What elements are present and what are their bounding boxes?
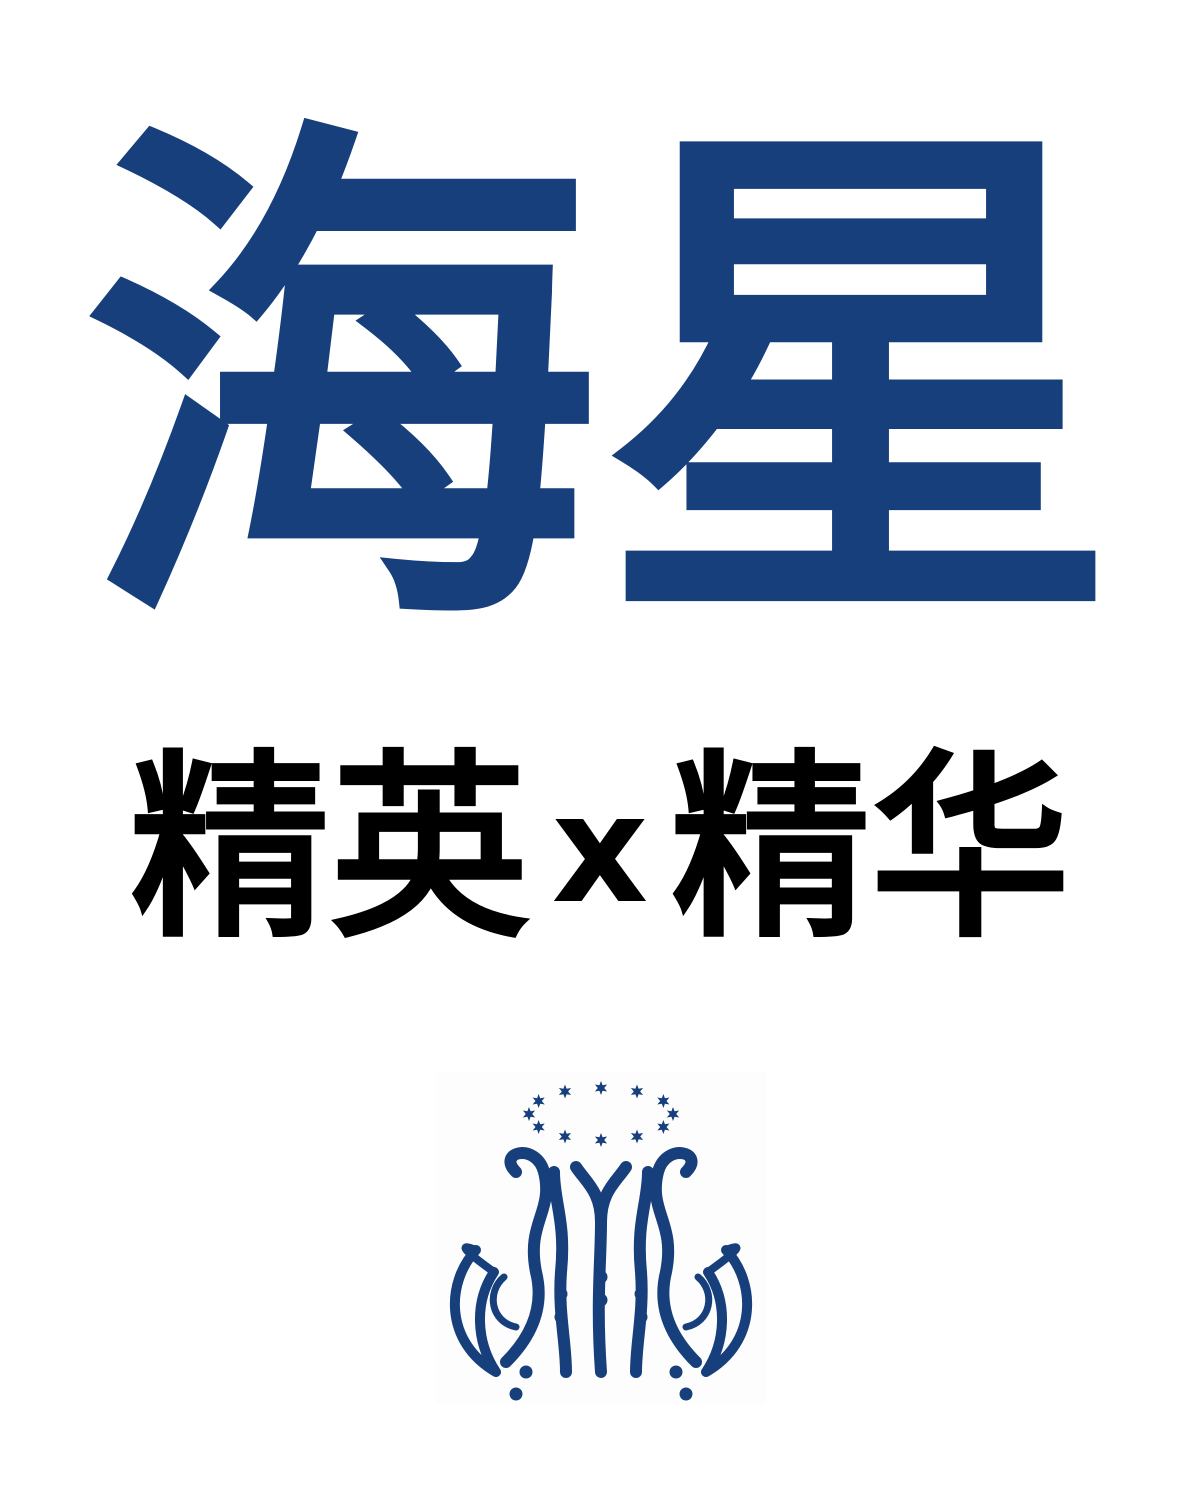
star-icon xyxy=(558,1129,572,1144)
bead-dot xyxy=(509,1387,523,1401)
bead-dot xyxy=(554,1287,568,1301)
bead-dot xyxy=(594,1270,608,1284)
monogram-beads xyxy=(509,1270,693,1401)
star-halo xyxy=(522,1081,680,1147)
bead-dot xyxy=(669,1365,683,1379)
star-icon xyxy=(630,1084,644,1099)
poster-title: 海星 xyxy=(80,82,1120,688)
star-icon xyxy=(657,1094,670,1108)
star-icon xyxy=(558,1084,572,1099)
logo xyxy=(436,1072,766,1404)
star-icon xyxy=(666,1107,680,1121)
marian-monogram-icon xyxy=(449,1081,753,1401)
subtitle-right: 精华 xyxy=(670,733,1071,966)
bead-dot xyxy=(519,1365,533,1379)
star-icon xyxy=(594,1081,608,1095)
subtitle-x: x xyxy=(551,763,649,937)
star-icon xyxy=(657,1120,670,1134)
star-icon xyxy=(532,1120,545,1134)
star-icon xyxy=(522,1107,536,1121)
subtitle-left: 精英 xyxy=(129,733,530,966)
star-icon xyxy=(630,1129,644,1144)
star-icon xyxy=(532,1094,545,1108)
star-icon xyxy=(594,1133,608,1147)
poster-subtitle: 精英 x 精华 xyxy=(0,720,1200,980)
bead-dot xyxy=(554,1310,568,1324)
bead-dot xyxy=(594,1293,608,1307)
bead-dot xyxy=(679,1387,693,1401)
bead-dot xyxy=(634,1287,648,1301)
bead-dot xyxy=(634,1310,648,1324)
monogram-flourish xyxy=(449,1147,753,1378)
